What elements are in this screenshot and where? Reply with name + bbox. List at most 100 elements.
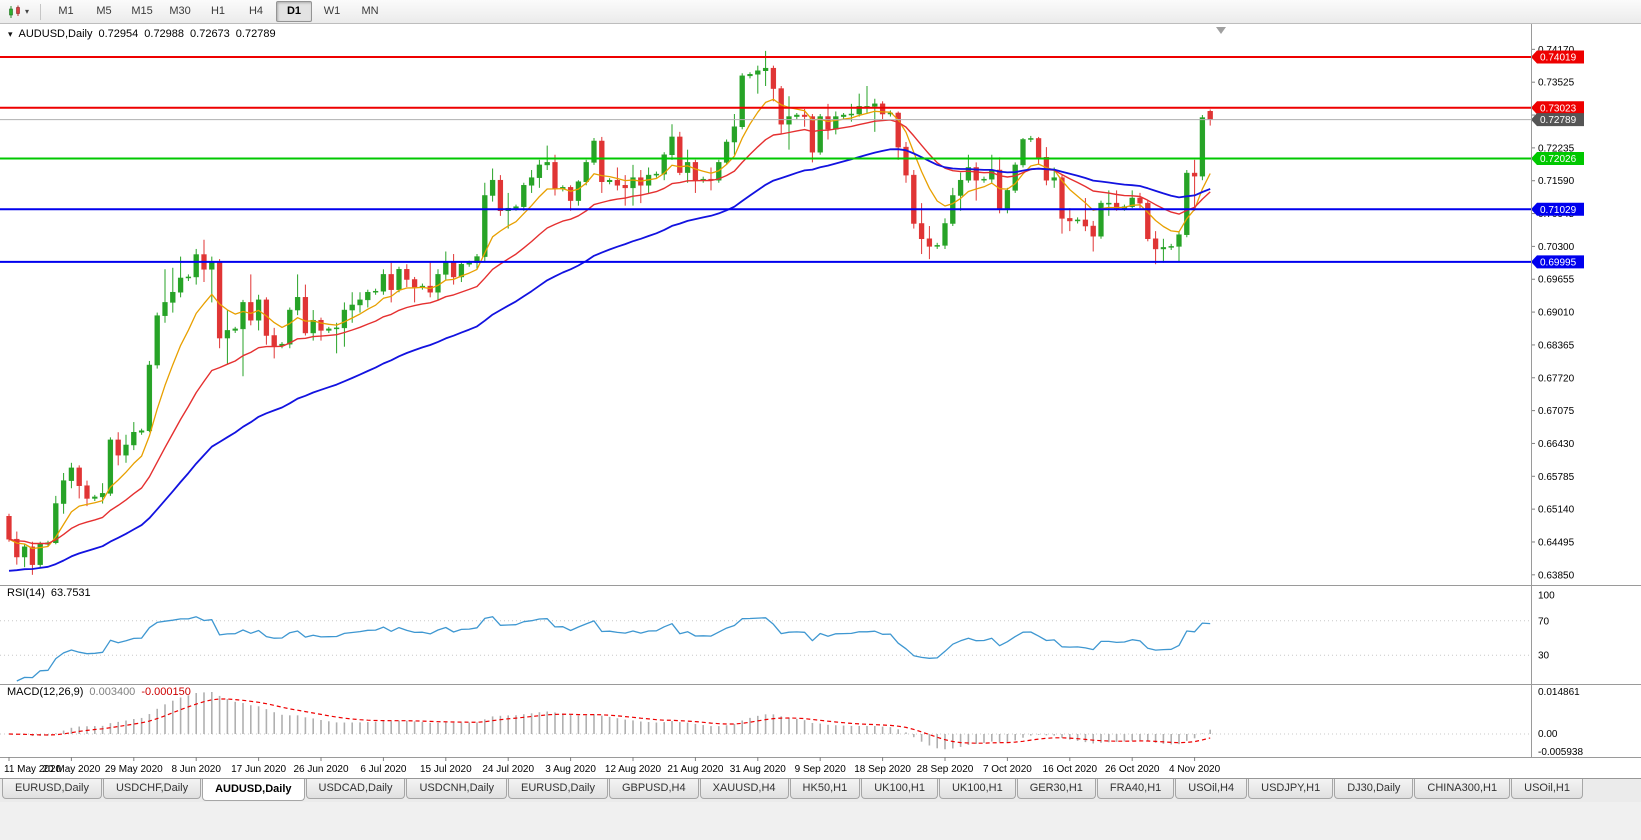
candle-body	[723, 141, 730, 163]
candle-body	[318, 319, 324, 331]
chart-tab-usdchf-daily[interactable]: USDCHF,Daily	[102, 779, 202, 799]
candle-body	[786, 116, 792, 125]
chart-tab-gbpusd-h4[interactable]: GBPUSD,H4	[609, 779, 699, 799]
candle-body	[778, 88, 784, 125]
y-tick-label: 0.71590	[1538, 176, 1575, 187]
chart-tab-xauusd-h4[interactable]: XAUUSD,H4	[699, 779, 789, 799]
candle-body	[248, 302, 254, 321]
candle-body	[911, 174, 917, 224]
candle-body	[1098, 202, 1104, 237]
timeframe-button-mn[interactable]: MN	[361, 5, 379, 17]
price-tag-label: 0.72789	[1540, 115, 1577, 126]
toolbar-separator	[40, 3, 42, 20]
x-tick-label: 12 Aug 2020	[605, 764, 662, 775]
y-tick-label: 0.73525	[1538, 78, 1575, 89]
candle-body	[622, 185, 628, 189]
chart-type-caret-icon[interactable]: ▾	[25, 7, 30, 16]
candle-body	[357, 299, 363, 306]
chart-tab-china300-h1[interactable]: CHINA300,H1	[1414, 779, 1511, 799]
candle-body	[895, 112, 901, 148]
candle-body	[341, 309, 348, 329]
timeframe-button-w1[interactable]: W1	[323, 5, 341, 17]
chart-tab-eurusd-daily[interactable]: EURUSD,Daily	[2, 779, 102, 799]
chart-tab-uk100-h1[interactable]: UK100,H1	[861, 779, 938, 799]
y-tick-label: 0.67720	[1538, 373, 1575, 384]
candle-body	[1199, 117, 1206, 177]
chart-tab-usoil-h4[interactable]: USOil,H4	[1175, 779, 1248, 799]
timeframe-button-d1[interactable]: D1	[276, 1, 313, 22]
timeframe-button-m15[interactable]: M15	[131, 5, 153, 17]
price-tag[interactable]	[1531, 101, 1584, 115]
macd-scale-label: -0.005938	[1538, 747, 1583, 758]
price-tag[interactable]	[1531, 202, 1584, 216]
candle-body	[661, 154, 667, 175]
timeframe-button-m30[interactable]: M30	[169, 5, 191, 17]
chart-tab-audusd-daily[interactable]: AUDUSD,Daily	[202, 779, 305, 801]
x-tick-label: 3 Aug 2020	[545, 764, 596, 775]
chart-tab-usdjpy-h1[interactable]: USDJPY,H1	[1248, 779, 1334, 799]
candle-body	[692, 162, 699, 181]
candle-body	[411, 279, 418, 288]
candle-body	[60, 480, 67, 504]
candle-body	[177, 277, 184, 293]
candle-body	[29, 546, 36, 565]
chart-window[interactable]: 0.741700.735250.728800.722350.715900.709…	[0, 24, 1641, 778]
candle-body	[294, 297, 301, 311]
price-tag[interactable]	[1531, 255, 1584, 269]
chart-tab-ger30-h1[interactable]: GER30,H1	[1016, 779, 1096, 799]
candle-body	[216, 261, 223, 339]
candle-body	[138, 430, 145, 433]
candle-body	[653, 173, 660, 176]
chart-tab-hk50-h1[interactable]: HK50,H1	[789, 779, 861, 799]
candle-body	[1028, 138, 1034, 140]
candle-body	[1152, 238, 1159, 250]
candle-body	[552, 162, 558, 190]
rsi-level-label: 30	[1538, 651, 1550, 662]
chart-shift-marker-icon[interactable]	[1216, 27, 1226, 34]
chart-tab-fra40-h1[interactable]: FRA40,H1	[1096, 779, 1175, 799]
candle-body	[583, 162, 589, 182]
candle-body	[1160, 247, 1167, 250]
candle-body	[848, 113, 855, 116]
candle-body	[458, 263, 465, 278]
candle-body	[513, 206, 519, 209]
y-tick-label: 0.67075	[1538, 406, 1575, 417]
ma-line-slow	[8, 148, 1211, 572]
chart-type-icon[interactable]	[5, 3, 25, 21]
chart-tab-usdcnh-daily[interactable]: USDCNH,Daily	[406, 779, 508, 799]
candle-body	[1207, 111, 1213, 120]
candle-body	[677, 136, 683, 173]
x-tick-label: 21 Aug 2020	[667, 764, 724, 775]
timeframe-button-m5[interactable]: M5	[96, 5, 112, 17]
macd-signal-line	[8, 698, 1211, 744]
candle-body	[599, 140, 605, 182]
candle-body	[770, 67, 777, 89]
candle-body	[404, 269, 410, 280]
candle-body	[1082, 219, 1089, 227]
candle-body	[162, 302, 168, 316]
candle-body	[879, 103, 886, 115]
chart-tab-eurusd-daily[interactable]: EURUSD,Daily	[508, 779, 608, 799]
price-tag[interactable]	[1531, 113, 1584, 127]
candle-body	[123, 444, 129, 456]
candle-body	[614, 179, 621, 186]
candle-body	[1074, 219, 1081, 222]
candle-body	[450, 261, 457, 278]
price-chart-canvas[interactable]: 0.741700.735250.728800.722350.715900.709…	[0, 24, 1641, 778]
timeframe-button-h1[interactable]: H1	[210, 5, 226, 17]
candle-body	[1145, 202, 1151, 240]
x-tick-label: 7 Oct 2020	[983, 764, 1032, 775]
chart-tab-usdcad-daily[interactable]: USDCAD,Daily	[305, 779, 406, 799]
price-tag-label: 0.69995	[1540, 257, 1577, 268]
timeframe-button-m1[interactable]: M1	[58, 5, 74, 17]
price-tag[interactable]	[1531, 50, 1584, 64]
candle-body	[1035, 138, 1042, 158]
candle-body	[1020, 139, 1026, 166]
price-tag[interactable]	[1531, 152, 1584, 166]
chart-tab-dj30-daily[interactable]: DJ30,Daily	[1334, 779, 1414, 799]
chart-tab-usoil-h1[interactable]: USOil,H1	[1511, 779, 1583, 799]
candle-body	[926, 238, 933, 247]
timeframe-button-h4[interactable]: H4	[248, 5, 264, 17]
y-tick-label: 0.65785	[1538, 472, 1575, 483]
chart-tab-uk100-h1[interactable]: UK100,H1	[938, 779, 1016, 799]
